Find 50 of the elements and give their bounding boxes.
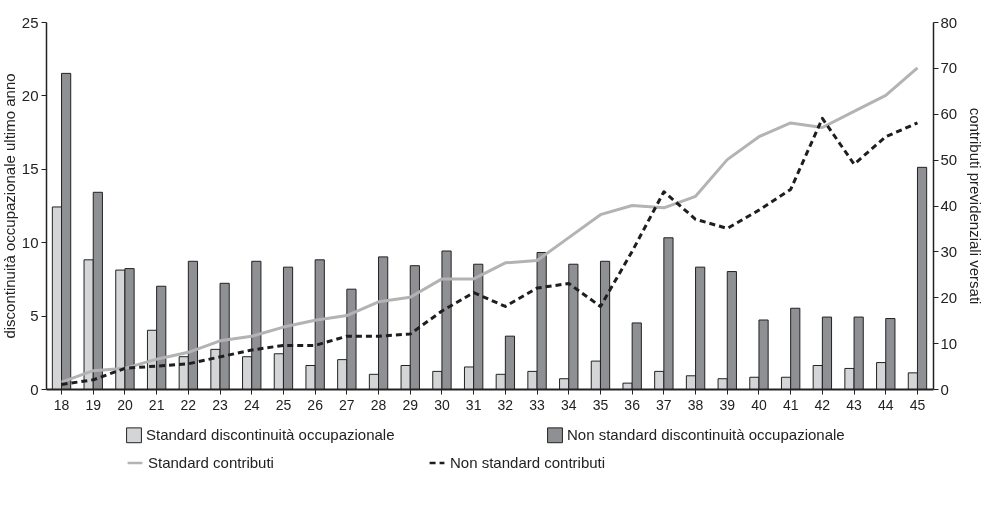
x-tick-label: 43 (846, 396, 863, 413)
x-tick-label: 34 (560, 396, 577, 413)
y-tick-label: 15 (21, 160, 39, 178)
y-axis-title: discontinuità occupazionale ultimo anno (0, 73, 18, 339)
y2-tick-label: 80 (940, 13, 958, 31)
x-tick-label: 19 (85, 396, 102, 413)
x-tick-label: 45 (909, 396, 926, 413)
x-tick-label: 41 (782, 396, 799, 413)
x-tick-label: 35 (592, 396, 609, 413)
line-series (60, 66, 919, 384)
y2-tick-label: 20 (940, 288, 958, 306)
x-tick-label: 22 (180, 396, 197, 413)
x-tick-label: 36 (624, 396, 641, 413)
x-tick-label: 32 (497, 396, 514, 413)
y-tick-label: 5 (30, 307, 39, 325)
y2-axis-title: contributi previdenziali versati (967, 107, 985, 305)
x-tick-label: 18 (53, 396, 70, 413)
y-tick-label: 0 (30, 380, 39, 398)
x-tick-label: 30 (434, 396, 450, 413)
x-tick-label: 37 (656, 396, 672, 413)
x-tick-label: 21 (148, 396, 165, 413)
x-tick-label: 39 (719, 396, 736, 413)
x-tick-label: 28 (370, 396, 387, 413)
x-tick-label: 27 (339, 396, 355, 413)
y2-tick-label: 0 (940, 380, 949, 398)
y-tick-label: 10 (21, 233, 39, 251)
x-tick-label: 42 (814, 396, 831, 413)
x-tick-label: 38 (687, 396, 704, 413)
y-tick-label: 25 (21, 13, 39, 31)
legend-label: Non standard discontinuità occupazionale (567, 426, 845, 444)
x-tick-label: 24 (243, 396, 260, 413)
x-tick-label: 40 (751, 396, 767, 413)
x-tick-label: 25 (275, 396, 292, 413)
x-tick-label: 23 (212, 396, 229, 413)
y2-tick-label: 10 (940, 334, 958, 352)
x-tick-label: 20 (117, 396, 133, 413)
y2-tick-label: 60 (940, 105, 958, 123)
x-tick-label: 29 (402, 396, 419, 413)
y2-tick-label: 70 (940, 59, 958, 77)
x-tick-label: 31 (465, 396, 482, 413)
x-tick-label: 33 (529, 396, 546, 413)
legend-label: Standard discontinuità occupazionale (146, 426, 395, 444)
x-tick-label: 44 (877, 396, 894, 413)
y2-tick-label: 50 (940, 151, 958, 169)
x-tick-label: 26 (307, 396, 324, 413)
legend-label: Non standard contributi (450, 454, 606, 471)
legend-label: Standard contributi (148, 454, 274, 471)
y2-tick-label: 40 (940, 197, 958, 214)
y-tick-label: 20 (21, 86, 39, 104)
y2-tick-label: 30 (940, 242, 958, 260)
